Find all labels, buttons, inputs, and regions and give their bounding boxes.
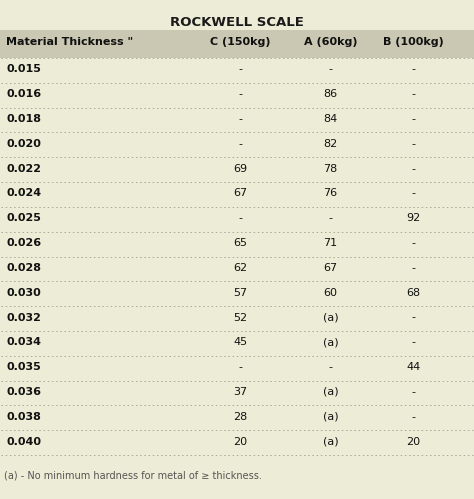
Text: 71: 71	[324, 238, 337, 248]
Text: 69: 69	[234, 164, 247, 174]
Text: 92: 92	[406, 213, 421, 223]
Text: 0.016: 0.016	[6, 89, 41, 99]
FancyBboxPatch shape	[0, 30, 474, 58]
Text: -: -	[411, 164, 416, 174]
Text: 0.034: 0.034	[6, 337, 41, 347]
Text: -: -	[328, 64, 333, 74]
Text: A (60kg): A (60kg)	[304, 37, 357, 47]
Text: 0.040: 0.040	[6, 437, 41, 447]
Text: -: -	[238, 362, 243, 372]
Text: 45: 45	[234, 337, 247, 347]
Text: 57: 57	[234, 288, 247, 298]
Text: (a): (a)	[323, 312, 338, 322]
Text: 0.026: 0.026	[6, 238, 41, 248]
Text: -: -	[238, 213, 243, 223]
Text: C (150kg): C (150kg)	[210, 37, 271, 47]
Text: 44: 44	[406, 362, 421, 372]
Text: 65: 65	[234, 238, 247, 248]
Text: -: -	[411, 312, 416, 322]
Text: 82: 82	[323, 139, 338, 149]
Text: -: -	[238, 89, 243, 99]
Text: -: -	[411, 189, 416, 199]
Text: (a): (a)	[323, 337, 338, 347]
Text: (a): (a)	[323, 412, 338, 422]
Text: -: -	[238, 64, 243, 74]
Text: (a) - No minimum hardness for metal of ≥ thickness.: (a) - No minimum hardness for metal of ≥…	[4, 470, 262, 480]
Text: -: -	[328, 362, 333, 372]
Text: 0.028: 0.028	[6, 263, 41, 273]
Text: 0.018: 0.018	[6, 114, 41, 124]
Text: (a): (a)	[323, 437, 338, 447]
Text: 67: 67	[324, 263, 337, 273]
Text: 0.020: 0.020	[6, 139, 41, 149]
Text: 20: 20	[234, 437, 247, 447]
Text: -: -	[411, 139, 416, 149]
Text: -: -	[411, 238, 416, 248]
Text: 0.036: 0.036	[6, 387, 41, 397]
Text: 28: 28	[233, 412, 248, 422]
Text: -: -	[328, 213, 333, 223]
Text: ROCKWELL SCALE: ROCKWELL SCALE	[170, 16, 304, 29]
Text: 20: 20	[407, 437, 420, 447]
Text: 0.015: 0.015	[6, 64, 41, 74]
Text: 60: 60	[324, 288, 337, 298]
Text: 84: 84	[323, 114, 338, 124]
Text: 37: 37	[234, 387, 247, 397]
Text: -: -	[411, 64, 416, 74]
Text: -: -	[411, 387, 416, 397]
Text: 68: 68	[407, 288, 420, 298]
Text: 0.024: 0.024	[6, 189, 41, 199]
Text: -: -	[411, 263, 416, 273]
Text: -: -	[238, 114, 243, 124]
Text: 62: 62	[234, 263, 247, 273]
Text: B (100kg): B (100kg)	[383, 37, 444, 47]
Text: -: -	[238, 139, 243, 149]
Text: 0.038: 0.038	[6, 412, 41, 422]
Text: 78: 78	[323, 164, 338, 174]
Text: 67: 67	[234, 189, 247, 199]
Text: -: -	[411, 114, 416, 124]
Text: 52: 52	[234, 312, 247, 322]
Text: 0.030: 0.030	[6, 288, 41, 298]
Text: 0.025: 0.025	[6, 213, 41, 223]
Text: Material Thickness ": Material Thickness "	[6, 37, 133, 47]
Text: 0.035: 0.035	[6, 362, 41, 372]
Text: 76: 76	[324, 189, 337, 199]
Text: 86: 86	[324, 89, 337, 99]
Text: -: -	[411, 89, 416, 99]
Text: 0.022: 0.022	[6, 164, 41, 174]
Text: 0.032: 0.032	[6, 312, 41, 322]
Text: (a): (a)	[323, 387, 338, 397]
Text: -: -	[411, 337, 416, 347]
Text: -: -	[411, 412, 416, 422]
